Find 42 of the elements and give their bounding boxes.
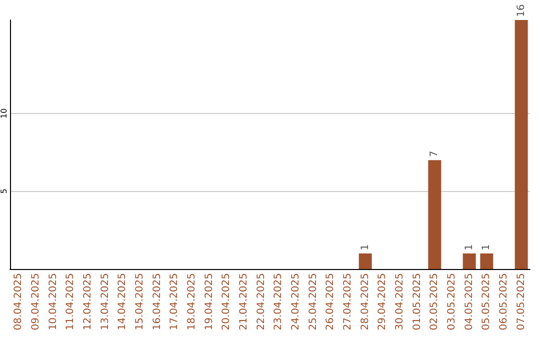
data-label: 7	[429, 150, 440, 158]
x-tick-label: 17.04.2025	[169, 273, 180, 330]
bar	[480, 253, 494, 269]
x-tick-label: 27.04.2025	[342, 273, 354, 330]
x-tick-label: 19.04.2025	[204, 273, 215, 330]
bar	[462, 253, 476, 269]
x-tick-label: 11.04.2025	[65, 273, 76, 330]
x-tick-label: 25.04.2025	[308, 273, 319, 330]
x-tick-label: 26.04.2025	[325, 273, 336, 330]
x-tick-label: 10.04.2025	[48, 273, 59, 330]
x-tick-label: 14.04.2025	[117, 273, 128, 330]
x-tick-label: 07.05.2025	[516, 273, 527, 330]
data-label: 16	[516, 4, 527, 17]
x-tick-label: 20.04.2025	[221, 273, 232, 330]
x-tick-label: 30.04.2025	[394, 273, 406, 330]
bar	[514, 20, 528, 269]
x-tick-label: 09.04.2025	[30, 273, 42, 330]
data-label: 1	[360, 244, 371, 250]
x-tick-label: 22.04.2025	[256, 273, 267, 330]
bar	[358, 253, 372, 269]
data-label: 1	[481, 244, 492, 250]
y-tick-label: 10	[0, 108, 8, 118]
x-tick-label: 02.05.2025	[429, 273, 440, 330]
x-tick-label: 13.04.2025	[100, 273, 111, 330]
x-tick-label: 03.05.2025	[446, 273, 458, 330]
x-tick-label: 12.04.2025	[82, 273, 94, 330]
x-tick-label: 18.04.2025	[186, 273, 198, 330]
x-tick-label: 29.04.2025	[377, 273, 388, 330]
x-tick-label: 28.04.2025	[360, 273, 371, 330]
x-tick-label: 24.04.2025	[290, 273, 302, 330]
x-tick-label: 15.04.2025	[134, 273, 146, 330]
x-tick-label: 23.04.2025	[273, 273, 284, 330]
x-tick-label: 21.04.2025	[238, 273, 250, 330]
data-label: 1	[464, 244, 475, 250]
bar	[428, 160, 442, 269]
x-tick-label: 08.04.2025	[13, 273, 24, 330]
x-tick-label: 05.05.2025	[481, 273, 492, 330]
x-tick-label: 04.05.2025	[464, 273, 475, 330]
y-tick-label: 5	[0, 188, 8, 194]
x-tick-label: 16.04.2025	[152, 273, 163, 330]
x-tick-label: 01.05.2025	[412, 273, 423, 330]
x-tick-label: 06.05.2025	[498, 273, 510, 330]
